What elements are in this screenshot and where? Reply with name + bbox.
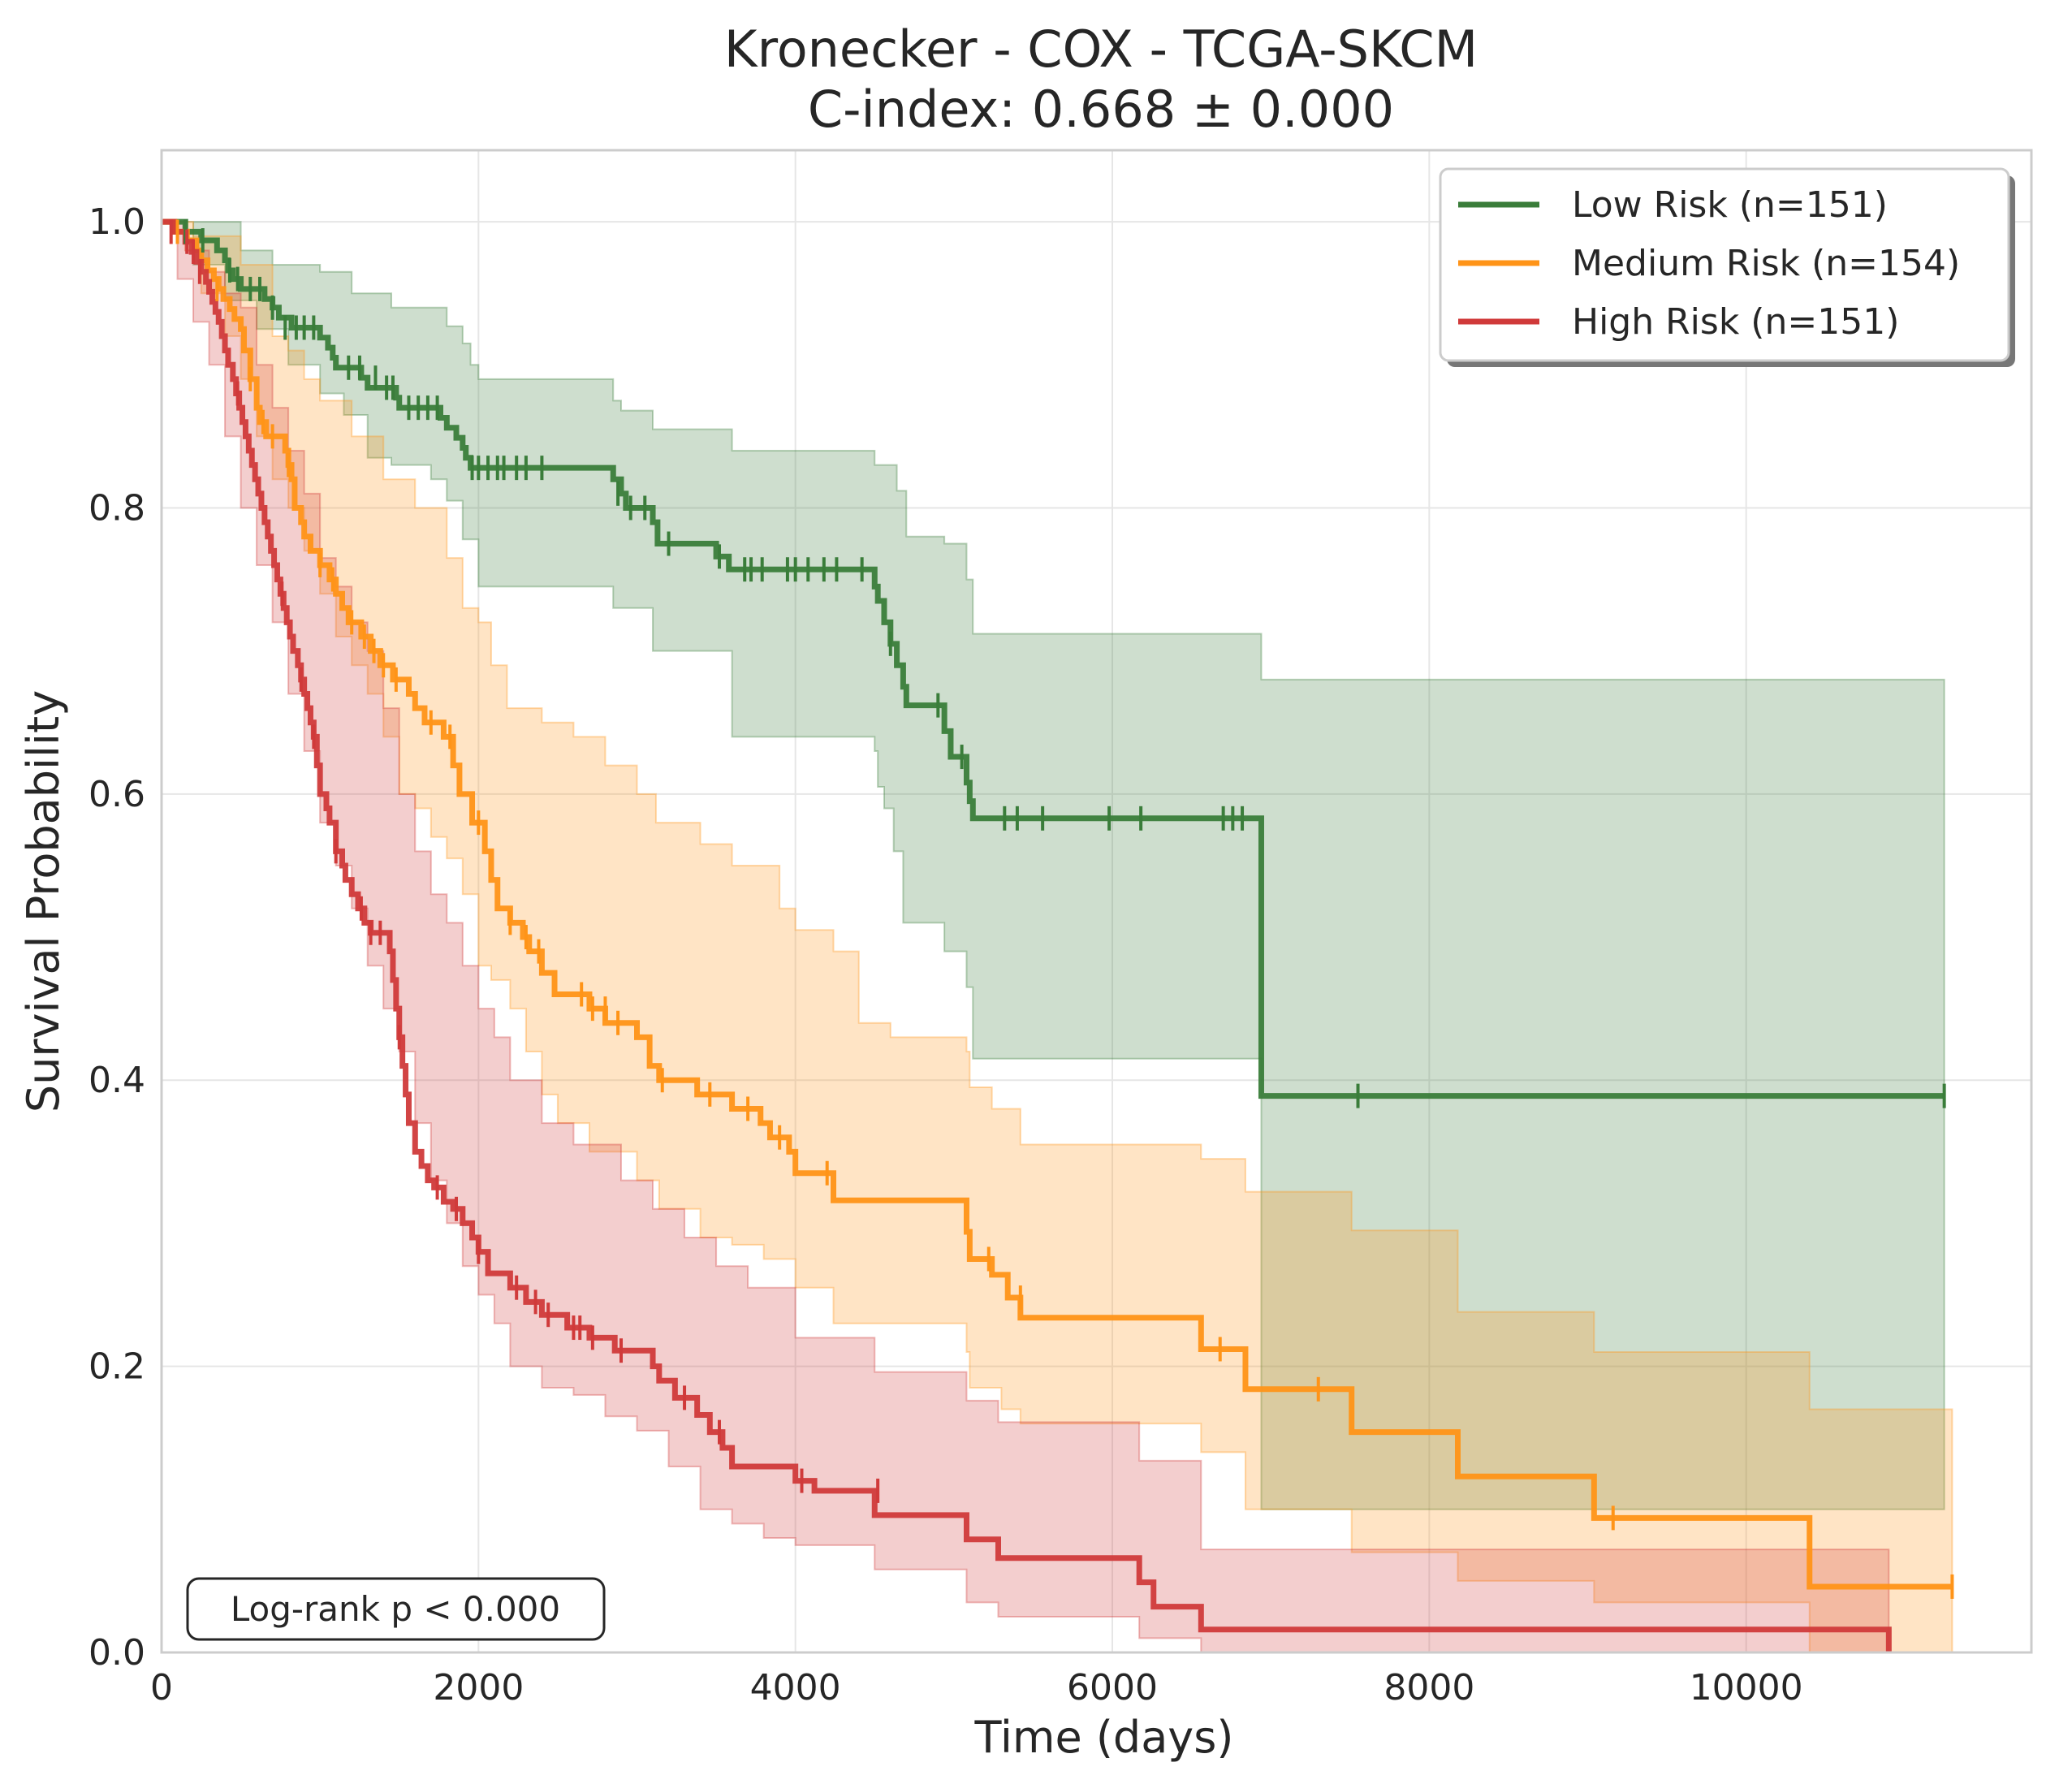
medium-risk-confidence-band xyxy=(162,221,1953,1653)
low-risk-curve xyxy=(162,218,1945,1099)
x-tick-label: 2000 xyxy=(433,1667,524,1708)
y-tick-label: 0.6 xyxy=(88,774,145,815)
plot-frame xyxy=(160,149,2033,1654)
medium-risk-curve xyxy=(162,218,1953,1590)
y-tick-label: 1.0 xyxy=(88,201,145,243)
y-tick-label: 0.8 xyxy=(88,487,145,529)
chart-subtitle: C-index: 0.668 ± 0.000 xyxy=(808,80,1394,139)
high-risk-confidence-band xyxy=(162,221,1890,1653)
x-tick-label: 4000 xyxy=(750,1667,841,1708)
logrank-annotation: Log-rank p < 0.000 xyxy=(186,1577,606,1641)
legend-label: High Risk (n=151) xyxy=(1572,301,1899,343)
plot-area xyxy=(160,149,2033,1654)
censor-markers xyxy=(169,219,1954,1599)
annotation-box xyxy=(186,1577,606,1641)
y-axis-ticks: 0.0 0.2 0.4 0.6 0.8 1.0 xyxy=(88,201,145,1674)
low-risk-confidence-band xyxy=(162,221,1945,1510)
y-axis-label: Survival Probability xyxy=(18,690,69,1112)
legend-label: Medium Risk (n=154) xyxy=(1572,243,1960,284)
legend-box xyxy=(1439,167,2010,362)
x-axis-label: Time (days) xyxy=(974,1712,1234,1763)
y-tick-label: 0.4 xyxy=(88,1060,145,1101)
legend-item-low-risk: Low Risk (n=151) xyxy=(1458,184,1888,226)
x-tick-label: 8000 xyxy=(1383,1667,1474,1708)
legend-item-high-risk: High Risk (n=151) xyxy=(1458,301,1899,343)
legend: Low Risk (n=151) Medium Risk (n=154) High … xyxy=(1439,167,2015,367)
x-tick-label: 0 xyxy=(150,1667,173,1708)
x-tick-label: 6000 xyxy=(1067,1667,1158,1708)
confidence-bands xyxy=(162,221,1953,1653)
x-axis-ticks: 0 2000 4000 6000 8000 10000 xyxy=(150,1667,1803,1708)
annotation-text: Log-rank p < 0.000 xyxy=(231,1589,560,1629)
legend-item-medium-risk: Medium Risk (n=154) xyxy=(1458,243,1960,284)
chart-title: Kronecker - COX - TCGA-SKCM xyxy=(724,19,1478,79)
plot-background xyxy=(162,150,2031,1652)
y-tick-label: 0.0 xyxy=(88,1632,145,1674)
x-tick-label: 10000 xyxy=(1690,1667,1803,1708)
legend-label: Low Risk (n=151) xyxy=(1572,184,1888,226)
y-tick-label: 0.2 xyxy=(88,1346,145,1388)
